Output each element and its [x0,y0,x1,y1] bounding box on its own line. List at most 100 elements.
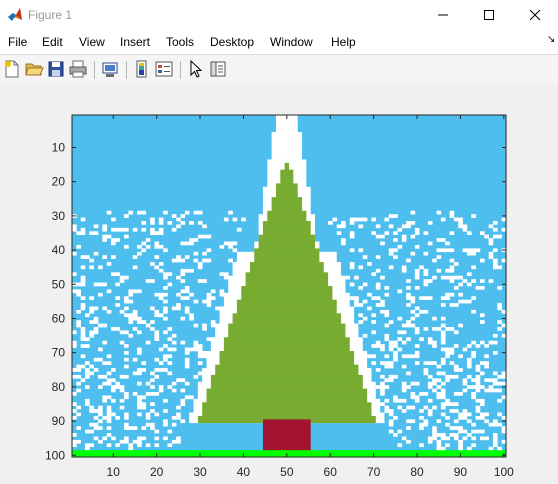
snowflake [371,296,377,300]
open-file-icon[interactable] [24,59,44,79]
menu-desktop[interactable]: Desktop [210,35,255,49]
snowflake [137,398,142,403]
snowflake [354,303,359,307]
snowflake [479,231,485,235]
edit-plot-icon[interactable] [186,59,206,79]
snowflake [332,217,338,222]
snowflake [406,303,411,307]
snowflake [106,395,112,400]
snowflake [440,340,446,345]
snowflake [111,436,116,441]
snowflake [184,296,190,300]
snowflake [497,320,502,324]
snowflake [184,306,190,311]
snowflake [423,268,429,273]
snowflake [111,238,116,242]
snowflake [380,381,385,386]
tree-row [267,210,307,215]
menu-view[interactable]: View [79,35,105,49]
snowflake [80,275,86,280]
snowflake [154,313,160,318]
snowflake [76,320,81,324]
minimize-button[interactable] [420,0,466,30]
snowflake [180,296,186,300]
snowflake [427,385,433,389]
snowflake [184,309,190,314]
snowflake [466,231,472,235]
tree-row [275,190,298,194]
snowflake [189,395,194,400]
snowflake [180,388,186,393]
x-tick-label: 80 [410,465,424,479]
save-icon[interactable] [46,59,66,79]
snowflake [158,221,164,225]
snowflake [158,217,164,222]
snowflake [163,299,168,304]
snowflake [393,350,398,355]
snowflake [479,320,485,324]
tree-row [215,364,359,369]
snowflake [445,268,450,273]
snowflake [115,327,121,331]
print-icon[interactable] [68,59,88,79]
snowflake [197,265,203,270]
tree-row [262,224,311,229]
snowflake [466,272,472,277]
link-plot-icon[interactable] [100,59,120,79]
snowflake [111,227,116,232]
snowflake [436,364,442,369]
snowflake [410,381,416,386]
property-inspector-icon[interactable] [208,59,228,79]
snowflake [106,381,112,386]
snowflake [432,344,437,348]
snowflake [436,371,442,376]
menu-help[interactable]: Help [331,35,356,49]
menu-file[interactable]: File [8,35,28,49]
snowflake [380,388,385,393]
snowflake [458,282,463,287]
snowflake [432,426,437,430]
snowflake [115,227,121,232]
snowflake [406,371,411,376]
snowflake [115,415,121,420]
snowflake [453,402,459,406]
tree-row [258,234,316,239]
snowflake [124,299,129,304]
insert-legend-icon[interactable] [154,59,174,79]
snowflake [349,221,355,225]
snow-outline-row [275,128,298,133]
snowflake [384,309,390,314]
snowflake [98,385,103,389]
snowflake [475,398,481,403]
heatmap-plot[interactable]: 10 20 30 40 50 60 70 80 90 100 10 20 30 40 50 60 70 80 90 1… [0,83,558,484]
snowflake [384,231,390,235]
menu-insert[interactable]: Insert [120,35,151,49]
snowflake [167,385,173,389]
snowflake [449,426,455,430]
snowflake [449,433,455,437]
figure-canvas[interactable]: 10 20 30 40 50 60 70 80 90 100 10 20 30 40 50 60 70 80 90 1… [0,83,558,484]
snowflake [106,354,112,359]
snow-outline-row [271,135,303,140]
new-figure-icon[interactable] [2,59,22,79]
snowflake [80,231,86,235]
close-button[interactable] [512,0,558,30]
snowflake [497,234,502,239]
snowflake [375,303,381,307]
snowflake [388,378,394,383]
snowflake [427,337,433,342]
snowflake [119,405,125,410]
snowflake [358,265,364,270]
insert-colorbar-icon[interactable] [132,59,152,79]
menu-tools[interactable]: Tools [166,35,195,49]
snowflake [432,433,437,437]
snowflake [158,296,164,300]
snowflake [440,381,446,386]
dock-arrow-icon[interactable]: ↘ [547,34,556,45]
snowflake [119,227,125,232]
menu-window[interactable]: Window [270,35,313,49]
menu-edit[interactable]: Edit [42,35,63,49]
snowflake [336,231,342,235]
maximize-button[interactable] [466,0,512,30]
snowflake [128,426,134,430]
